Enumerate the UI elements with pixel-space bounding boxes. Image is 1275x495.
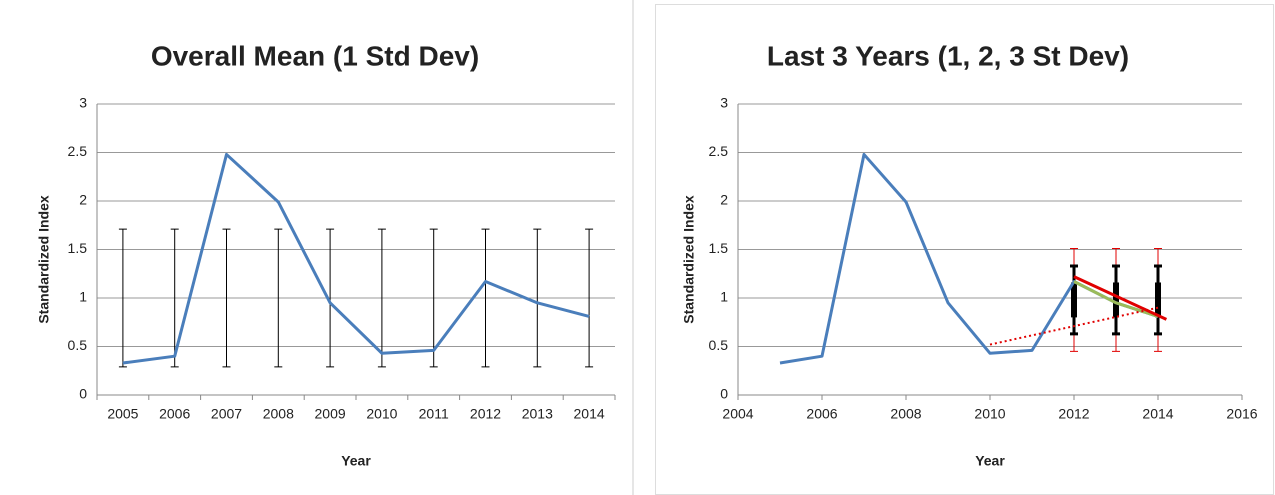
y-tick-label: 1.5 [709, 240, 729, 256]
error-bar [585, 228, 594, 368]
x-axis-title: Year [975, 453, 1005, 469]
y-tick-label: 2.5 [68, 143, 88, 159]
x-tick-label: 2009 [315, 406, 346, 422]
y-tick-label: 2 [79, 192, 87, 208]
line [779, 152, 1159, 365]
y-tick-label: 1 [79, 289, 87, 305]
y-tick-label: 2 [720, 192, 728, 208]
x-tick-label: 2005 [107, 406, 138, 422]
y-tick-label: 0.5 [68, 337, 88, 353]
error-bar [118, 228, 127, 368]
y-tick-label: 1.5 [68, 240, 88, 256]
error-bar [274, 228, 283, 368]
error-bar [170, 228, 179, 368]
error-bar [533, 228, 542, 368]
x-tick-label: 2006 [159, 406, 190, 422]
x-tick-label: 2014 [1142, 406, 1173, 422]
x-tick-label: 2011 [419, 406, 449, 422]
y-tick-label: 3 [79, 95, 87, 111]
line [1073, 280, 1159, 318]
error-bar [429, 228, 438, 368]
y-tick-label: 0 [79, 386, 87, 402]
x-tick-label: 2012 [1058, 406, 1089, 422]
error-bar [377, 228, 386, 368]
x-tick-label: 2010 [974, 406, 1005, 422]
y-tick-label: 1 [720, 289, 728, 305]
x-tick-label: 2012 [470, 406, 501, 422]
x-tick-label: 2008 [890, 406, 921, 422]
x-tick-label: 2004 [722, 406, 753, 422]
x-tick-label: 2010 [366, 406, 397, 422]
x-tick-label: 2013 [522, 406, 553, 422]
error-bar [481, 228, 490, 368]
y-tick-label: 2.5 [709, 143, 729, 159]
error-bar [222, 228, 231, 368]
y-tick-label: 3 [720, 95, 728, 111]
x-tick-label: 2016 [1226, 406, 1257, 422]
y-tick-label: 0.5 [709, 337, 729, 353]
x-tick-label: 2014 [574, 406, 605, 422]
x-tick-label: 2007 [211, 406, 242, 422]
chart-title: Overall Mean (1 Std Dev) [151, 40, 479, 71]
error-bar [326, 228, 335, 368]
line [122, 152, 590, 365]
line [1073, 275, 1168, 321]
y-axis-title: Standardized Index [681, 195, 697, 324]
chart-title: Last 3 Years (1, 2, 3 St Dev) [767, 40, 1129, 71]
x-axis-title: Year [341, 453, 371, 469]
y-tick-label: 0 [720, 386, 728, 402]
x-tick-label: 2006 [806, 406, 837, 422]
x-tick-label: 2008 [263, 406, 294, 422]
y-axis-title: Standardized Index [36, 195, 52, 324]
line [989, 306, 1159, 346]
